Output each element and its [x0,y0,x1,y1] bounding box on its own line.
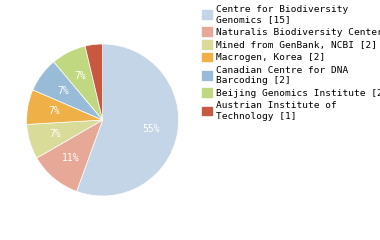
Text: 7%: 7% [57,85,69,96]
Wedge shape [54,46,103,120]
Wedge shape [37,120,103,192]
Text: 7%: 7% [48,106,60,116]
Text: 7%: 7% [49,129,61,139]
Wedge shape [27,90,103,124]
Legend: Centre for Biodiversity
Genomics [15], Naturalis Biodiversity Center [3], Mined : Centre for Biodiversity Genomics [15], N… [202,5,380,120]
Wedge shape [27,120,103,158]
Text: 55%: 55% [142,124,160,134]
Text: 7%: 7% [74,71,86,81]
Wedge shape [33,62,103,120]
Wedge shape [77,44,179,196]
Text: 11%: 11% [62,153,80,163]
Wedge shape [85,44,103,120]
